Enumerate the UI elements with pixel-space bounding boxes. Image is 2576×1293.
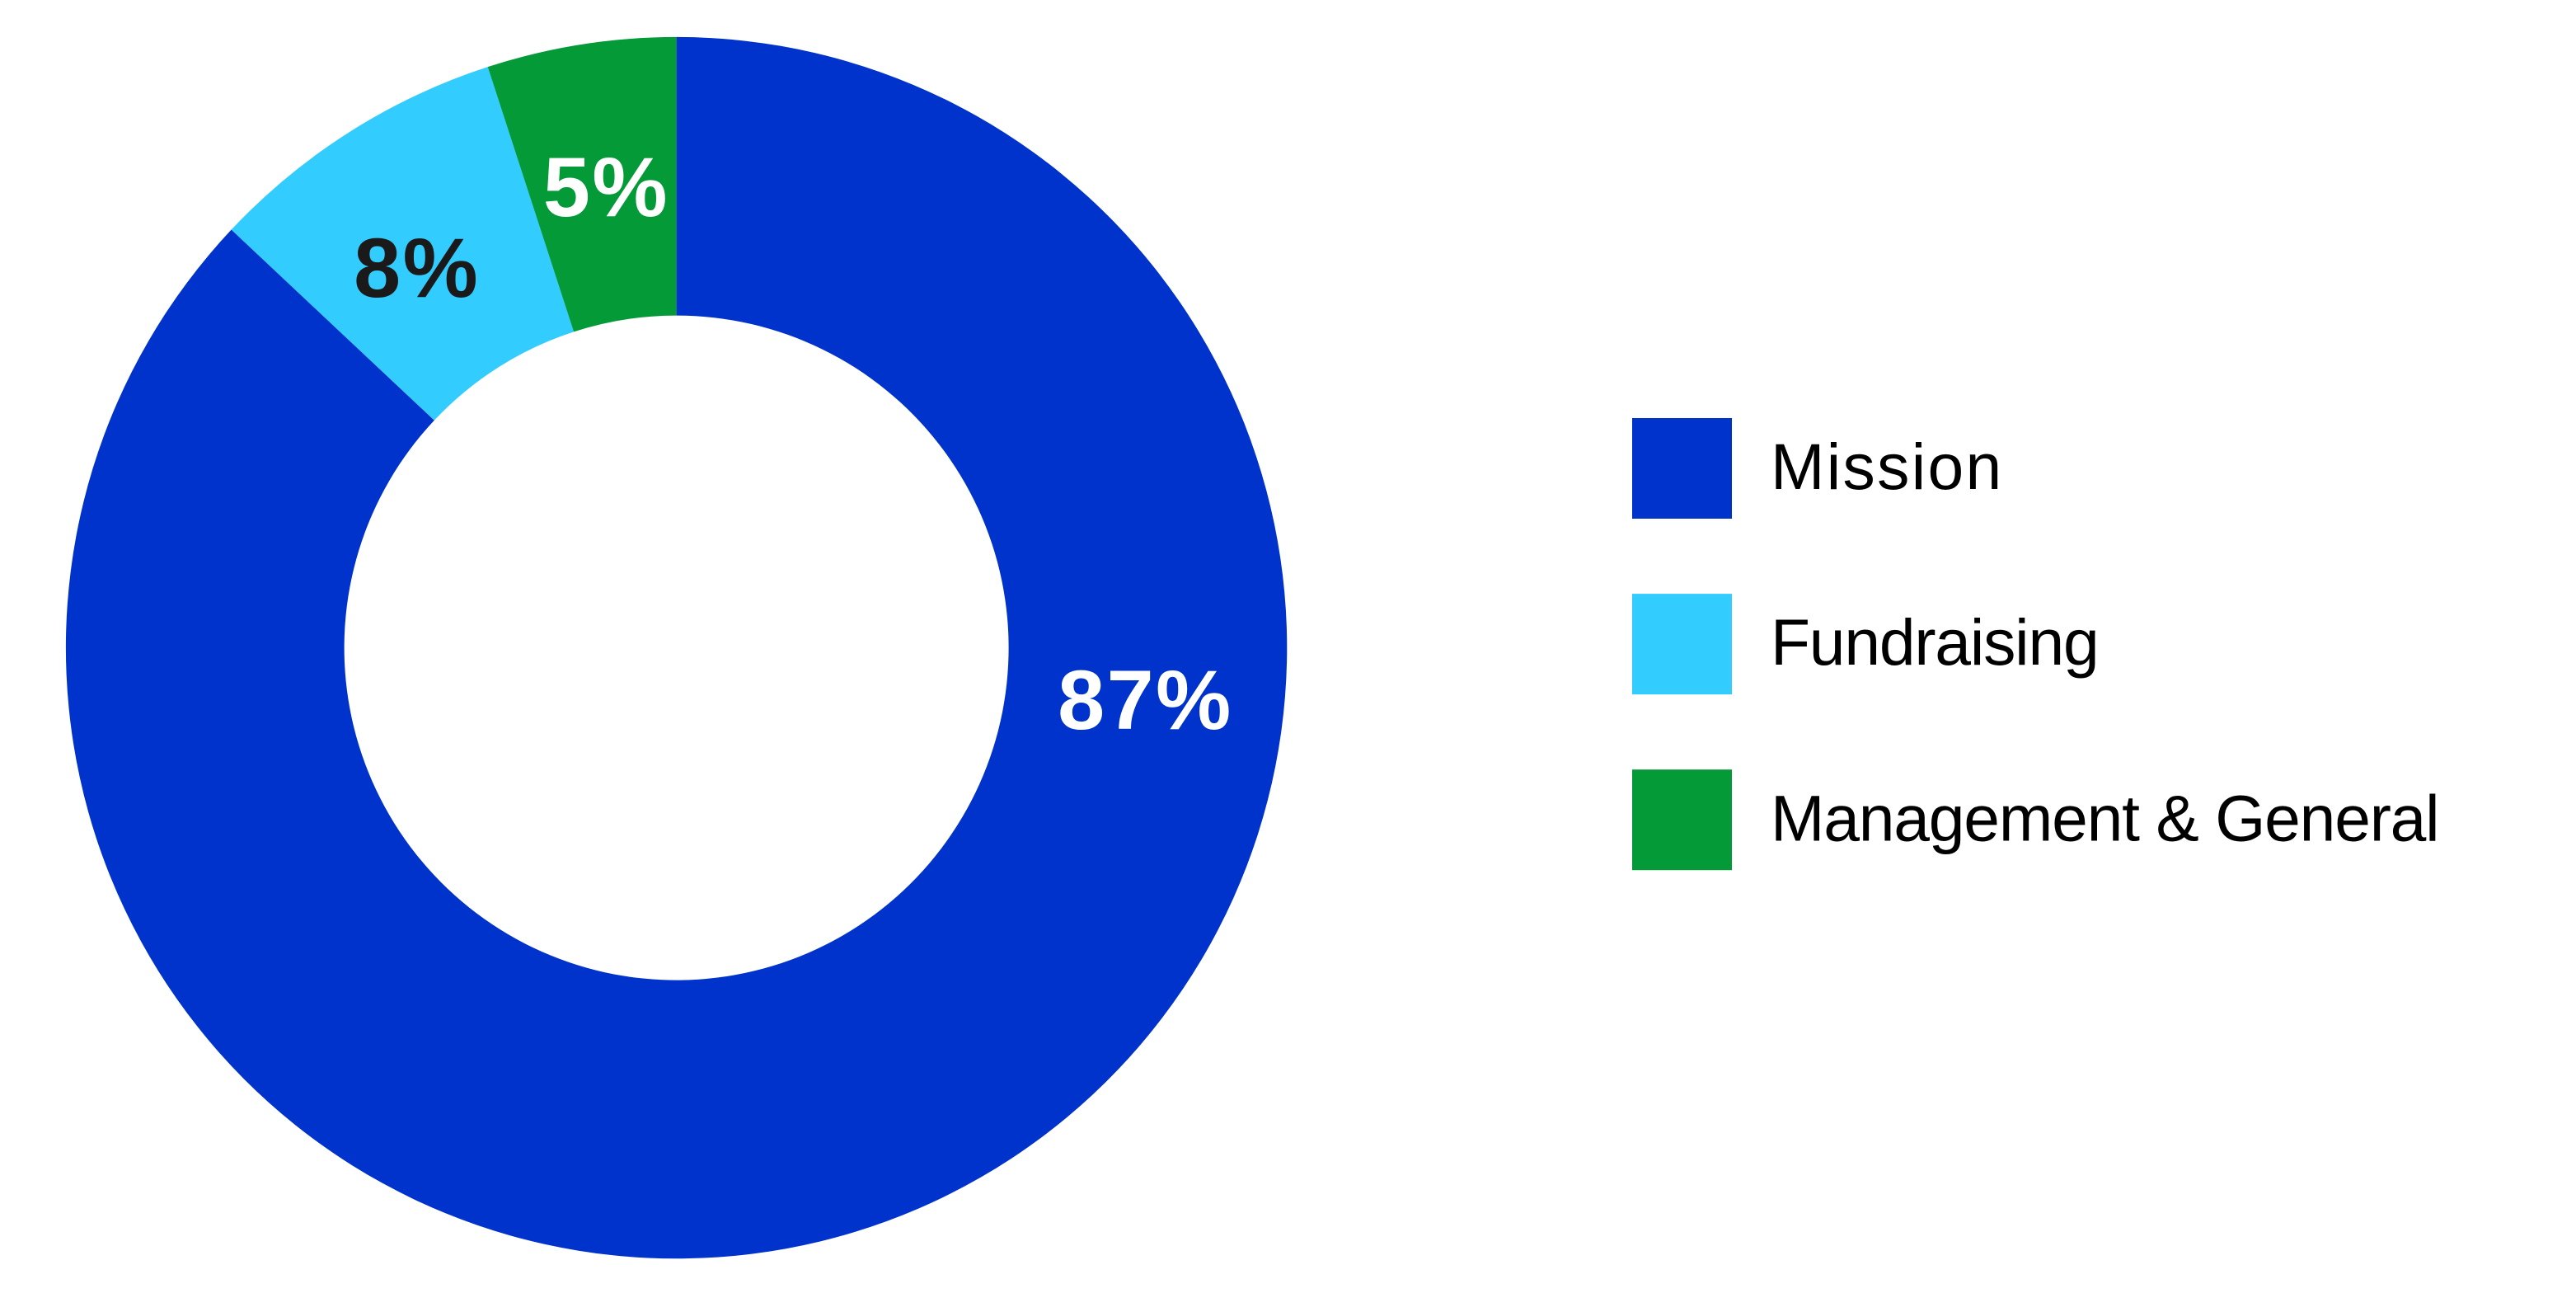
svg-text:Fundraising: Fundraising <box>1771 606 2098 679</box>
svg-text:8%: 8% <box>354 220 480 315</box>
svg-text:5%: 5% <box>543 139 669 234</box>
svg-text:87%: 87% <box>1058 652 1233 747</box>
svg-text:Management & General: Management & General <box>1771 782 2438 854</box>
svg-text:Mission: Mission <box>1771 430 2004 503</box>
